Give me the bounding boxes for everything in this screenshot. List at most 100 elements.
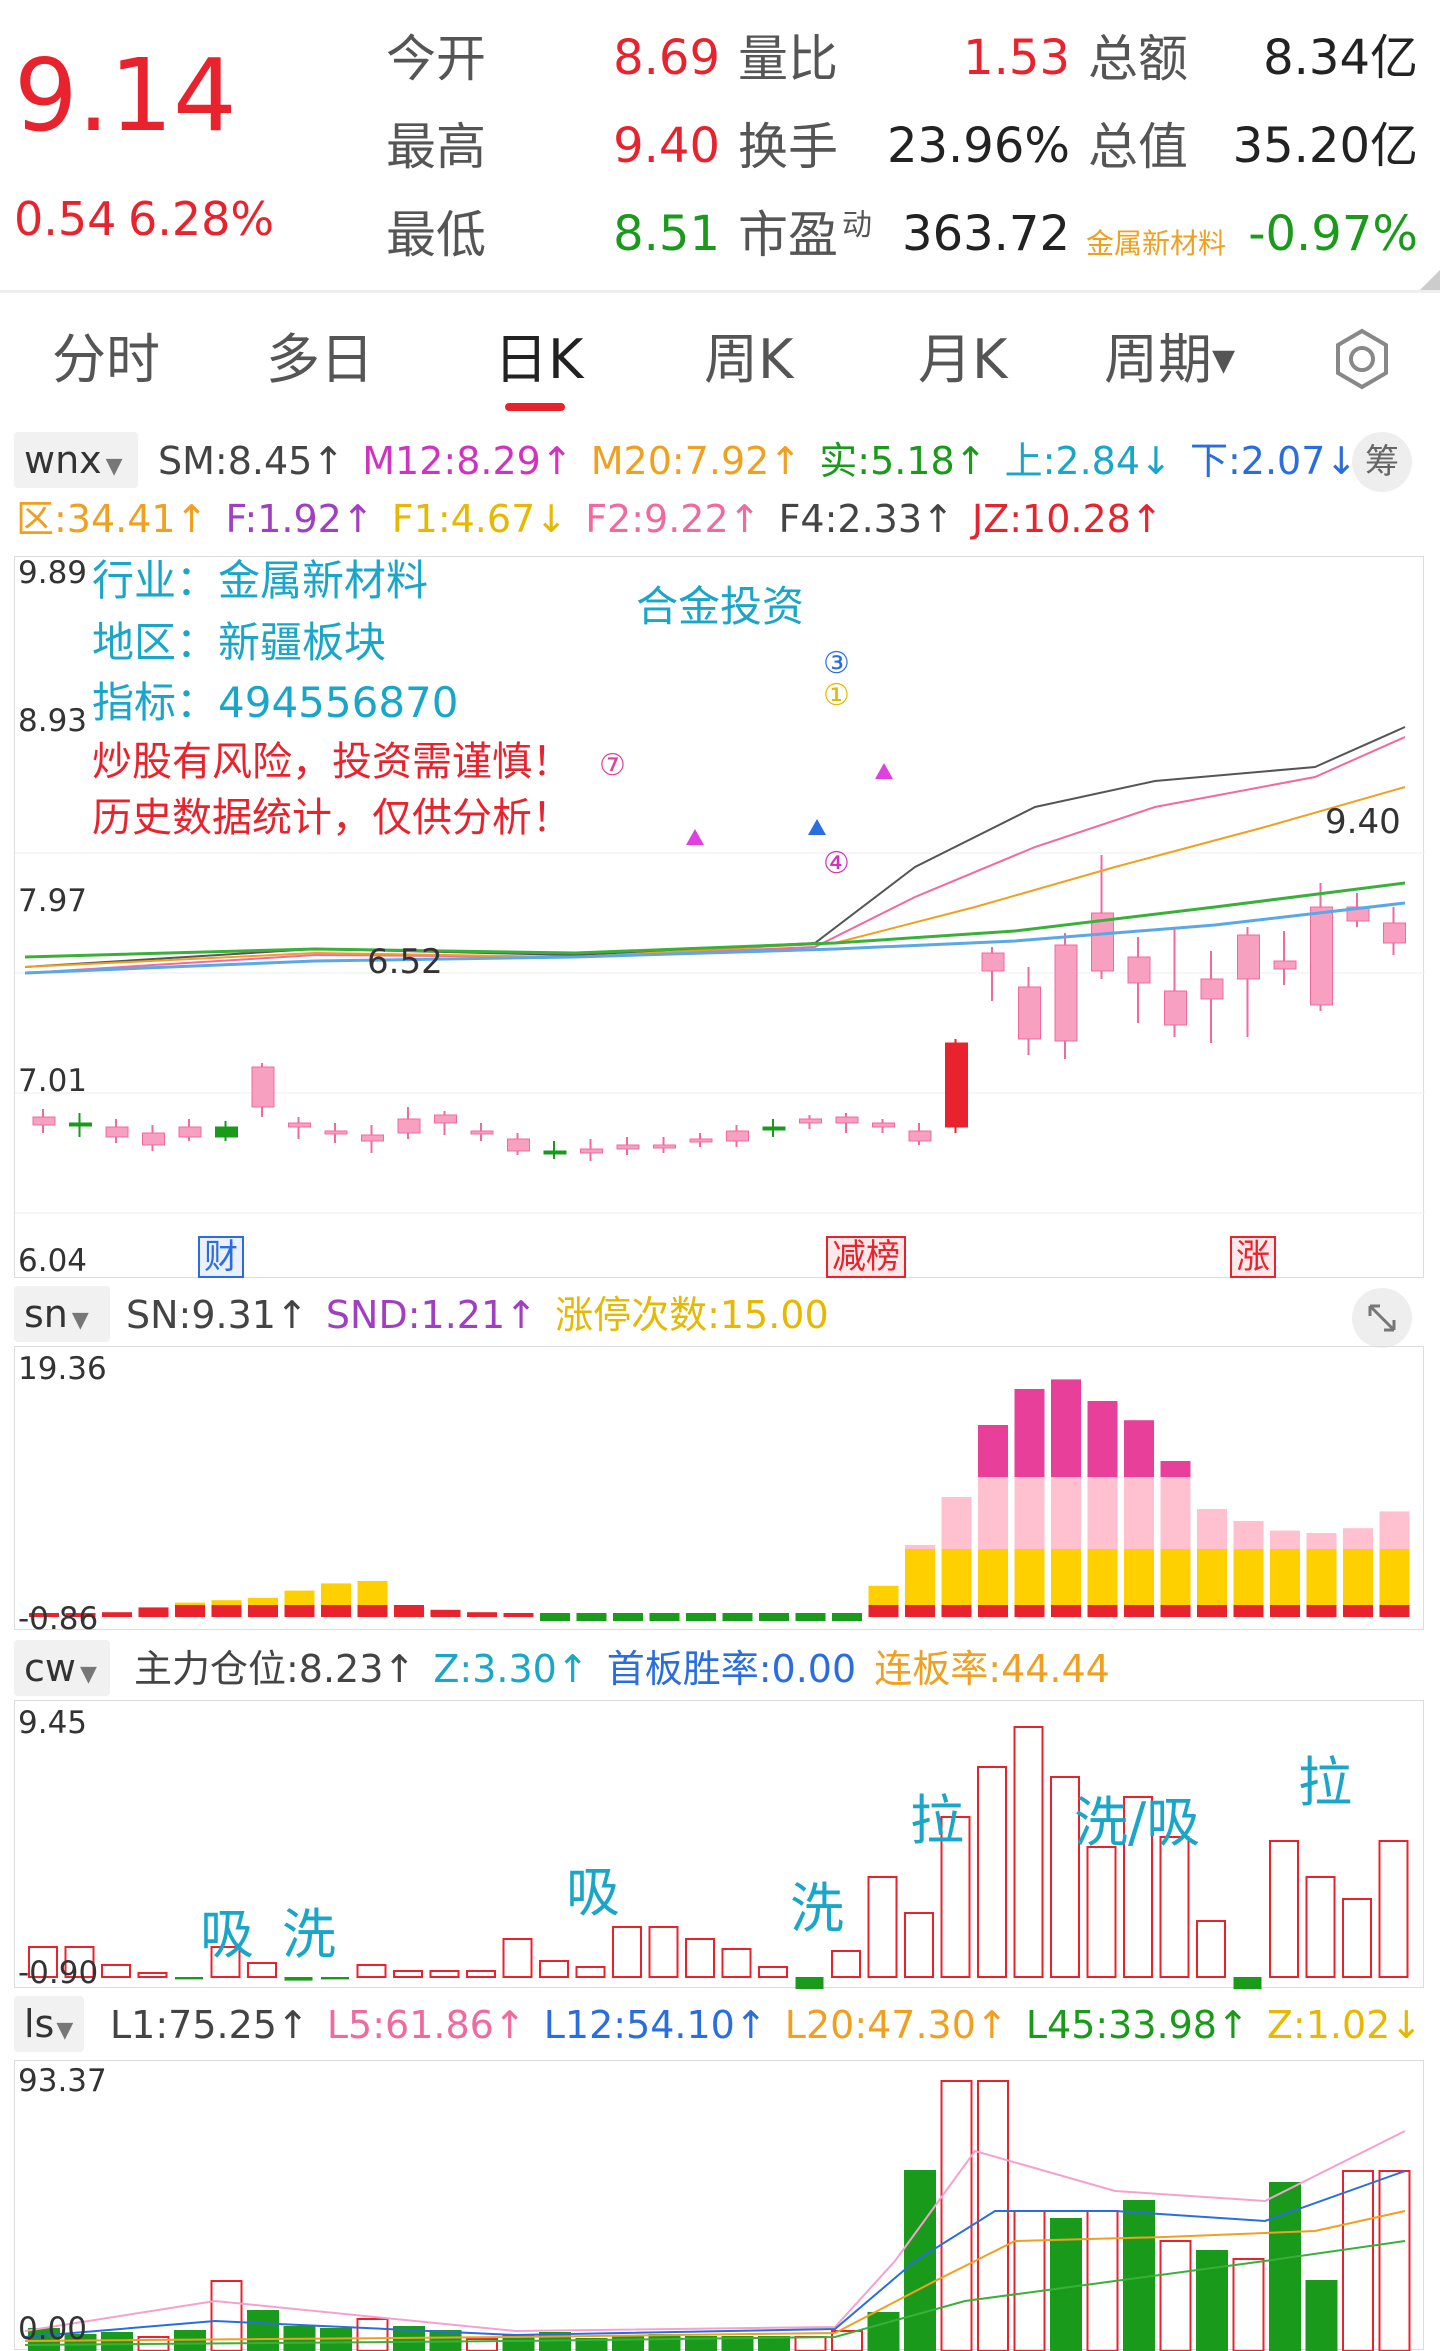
kline-panel[interactable]: 9.40 6.52 ⑦ ③ ① ④ — [14, 556, 1425, 1278]
tab-weekly-k[interactable]: 周K — [704, 328, 794, 391]
kline-high-price-label: 9.40 — [1325, 802, 1401, 842]
wnx-m12: M12:8.29↑ — [362, 439, 573, 483]
sn-snd: SND:1.21↑ — [325, 1293, 537, 1337]
kline-candle-body — [726, 1130, 749, 1142]
sn-panel[interactable] — [14, 1346, 1424, 1630]
risk-warning: 炒股有风险，投资需谨慎！ — [92, 739, 572, 785]
cw-bar — [101, 1964, 131, 1978]
tag-finance[interactable]: 财 — [198, 1236, 244, 1278]
sn-bar-red — [1197, 1605, 1227, 1617]
ls-panel[interactable] — [14, 2060, 1424, 2351]
ls-bar — [174, 2330, 206, 2351]
kline-marker-4: ④ — [823, 846, 850, 881]
ls-line-l12 — [24, 2170, 1406, 2338]
cw-chart — [28, 1726, 1409, 1989]
ls-l1: L1:75.25↑ — [110, 2003, 309, 2047]
sn-bar-red — [1014, 1605, 1045, 1617]
buy-triangle-marker — [686, 829, 704, 845]
sn-bar-yellow — [1197, 1549, 1227, 1605]
cw-bar — [1013, 1726, 1044, 1978]
chip-distribution-button[interactable]: 筹 — [1352, 432, 1412, 492]
ls-l20: L20:47.30↑ — [784, 2003, 1008, 2047]
market-cap-value: 35.20亿 — [1232, 118, 1418, 174]
open-label: 今开 — [386, 30, 486, 88]
expand-icon[interactable] — [1352, 1288, 1412, 1348]
cw-bar — [867, 1876, 898, 1978]
kline-candle-body — [653, 1144, 676, 1149]
ls-selector[interactable]: ls▼ — [14, 1996, 84, 2052]
kline-candle-body — [470, 1130, 494, 1135]
cw-first-board-winrate: 首板胜率:0.00 — [606, 1647, 857, 1691]
sn-bar-red — [868, 1605, 899, 1617]
ls-bar — [977, 2080, 1009, 2351]
sn-bar-pink — [1087, 1477, 1118, 1549]
cw-consecutive-board-rate: 连板率:44.44 — [874, 1647, 1110, 1691]
tab-daily-k[interactable]: 日K — [494, 328, 584, 391]
kline-candle-body — [69, 1122, 92, 1127]
wnx-m20: M20:7.92↑ — [590, 439, 802, 483]
settings-hexagon-icon[interactable] — [1330, 327, 1394, 391]
wnx-shang: 上:2.84↓ — [1004, 439, 1172, 483]
cw-selector-label: cw — [24, 1646, 76, 1690]
kline-axis-top: 9.89 — [18, 555, 88, 591]
kline-candle-body — [1310, 906, 1333, 1006]
cw-bar — [1233, 1977, 1262, 1989]
turnover-value: 23.96% — [886, 118, 1070, 174]
sn-bar-red — [248, 1605, 278, 1617]
tab-timeshare[interactable]: 分时 — [52, 328, 160, 391]
low-value: 8.51 — [613, 206, 720, 262]
price-change-pct: 6.28% — [128, 192, 275, 246]
high-value: 9.40 — [613, 118, 720, 174]
kline-candle-body — [1127, 956, 1151, 984]
sn-bar-red — [1343, 1605, 1373, 1617]
price-change: 0.54 — [14, 192, 117, 246]
stock-name-label: 合金投资 — [636, 582, 805, 631]
sn-bar-pink — [941, 1497, 972, 1549]
kline-chart: 9.40 6.52 ⑦ ③① ④ — [15, 646, 1425, 1214]
kline-candle-body — [507, 1138, 530, 1152]
stats-disclaimer: 历史数据统计，仅供分析！ — [92, 795, 572, 841]
sn-bar-yellow — [1124, 1549, 1154, 1605]
ls-axis-bottom: 0.00 — [18, 2311, 88, 2347]
sn-bar-magenta — [978, 1425, 1008, 1477]
kline-candle-body — [142, 1132, 165, 1146]
cw-bar — [1050, 1776, 1080, 1978]
sn-bar-pink — [1343, 1528, 1373, 1549]
cw-panel[interactable] — [14, 1700, 1424, 1989]
sn-bar-red — [1233, 1605, 1264, 1617]
sn-bar — [686, 1613, 716, 1621]
wnx-f2: F2:9.22↑ — [585, 497, 761, 541]
cw-label-la-1: 拉 — [910, 1789, 964, 1852]
ls-bar — [1050, 2218, 1082, 2351]
kline-low-price-label: 6.52 — [367, 942, 443, 982]
chevron-down-icon: ▼ — [1212, 343, 1236, 378]
tag-limit-up[interactable]: 涨 — [1230, 1236, 1276, 1278]
sn-bar-red — [1379, 1605, 1410, 1617]
tag-dragon-list[interactable]: 减榜 — [826, 1236, 906, 1278]
ls-line-l20 — [24, 2210, 1406, 2342]
sn-bar-pink — [905, 1545, 935, 1549]
sn-bar-red — [430, 1609, 461, 1617]
sn-bar-red — [467, 1612, 497, 1617]
sn-bar-pink — [1160, 1477, 1191, 1549]
corner-triangle-icon — [1420, 270, 1440, 290]
tab-multiday[interactable]: 多日 — [266, 328, 374, 391]
kline-candle-body — [543, 1150, 567, 1155]
tab-monthly-k[interactable]: 月K — [918, 328, 1008, 391]
sn-selector[interactable]: sn ▼ — [14, 1286, 110, 1342]
tab-period[interactable]: 周期▼ — [1104, 333, 1235, 387]
ls-bar — [867, 2312, 900, 2351]
cw-bar — [321, 1977, 349, 1980]
indicator-label: 指标：494556870 — [92, 678, 459, 727]
wnx-selector[interactable]: wnx ▼ — [14, 432, 138, 488]
sn-bar-red — [138, 1607, 169, 1617]
cw-bar — [648, 1926, 679, 1978]
cw-bar — [393, 1970, 423, 1978]
sn-bar-red — [211, 1605, 242, 1617]
ls-axis-top: 93.37 — [18, 2063, 107, 2099]
period-tabs: 分时 多日 日K 周K 月K 周期▼ — [0, 290, 1440, 425]
cw-selector[interactable]: cw ▼ — [14, 1640, 110, 1696]
ls-bar — [101, 2332, 133, 2351]
sector-link[interactable]: 金属新材料 — [1086, 227, 1227, 260]
sn-bar-red — [905, 1605, 935, 1617]
